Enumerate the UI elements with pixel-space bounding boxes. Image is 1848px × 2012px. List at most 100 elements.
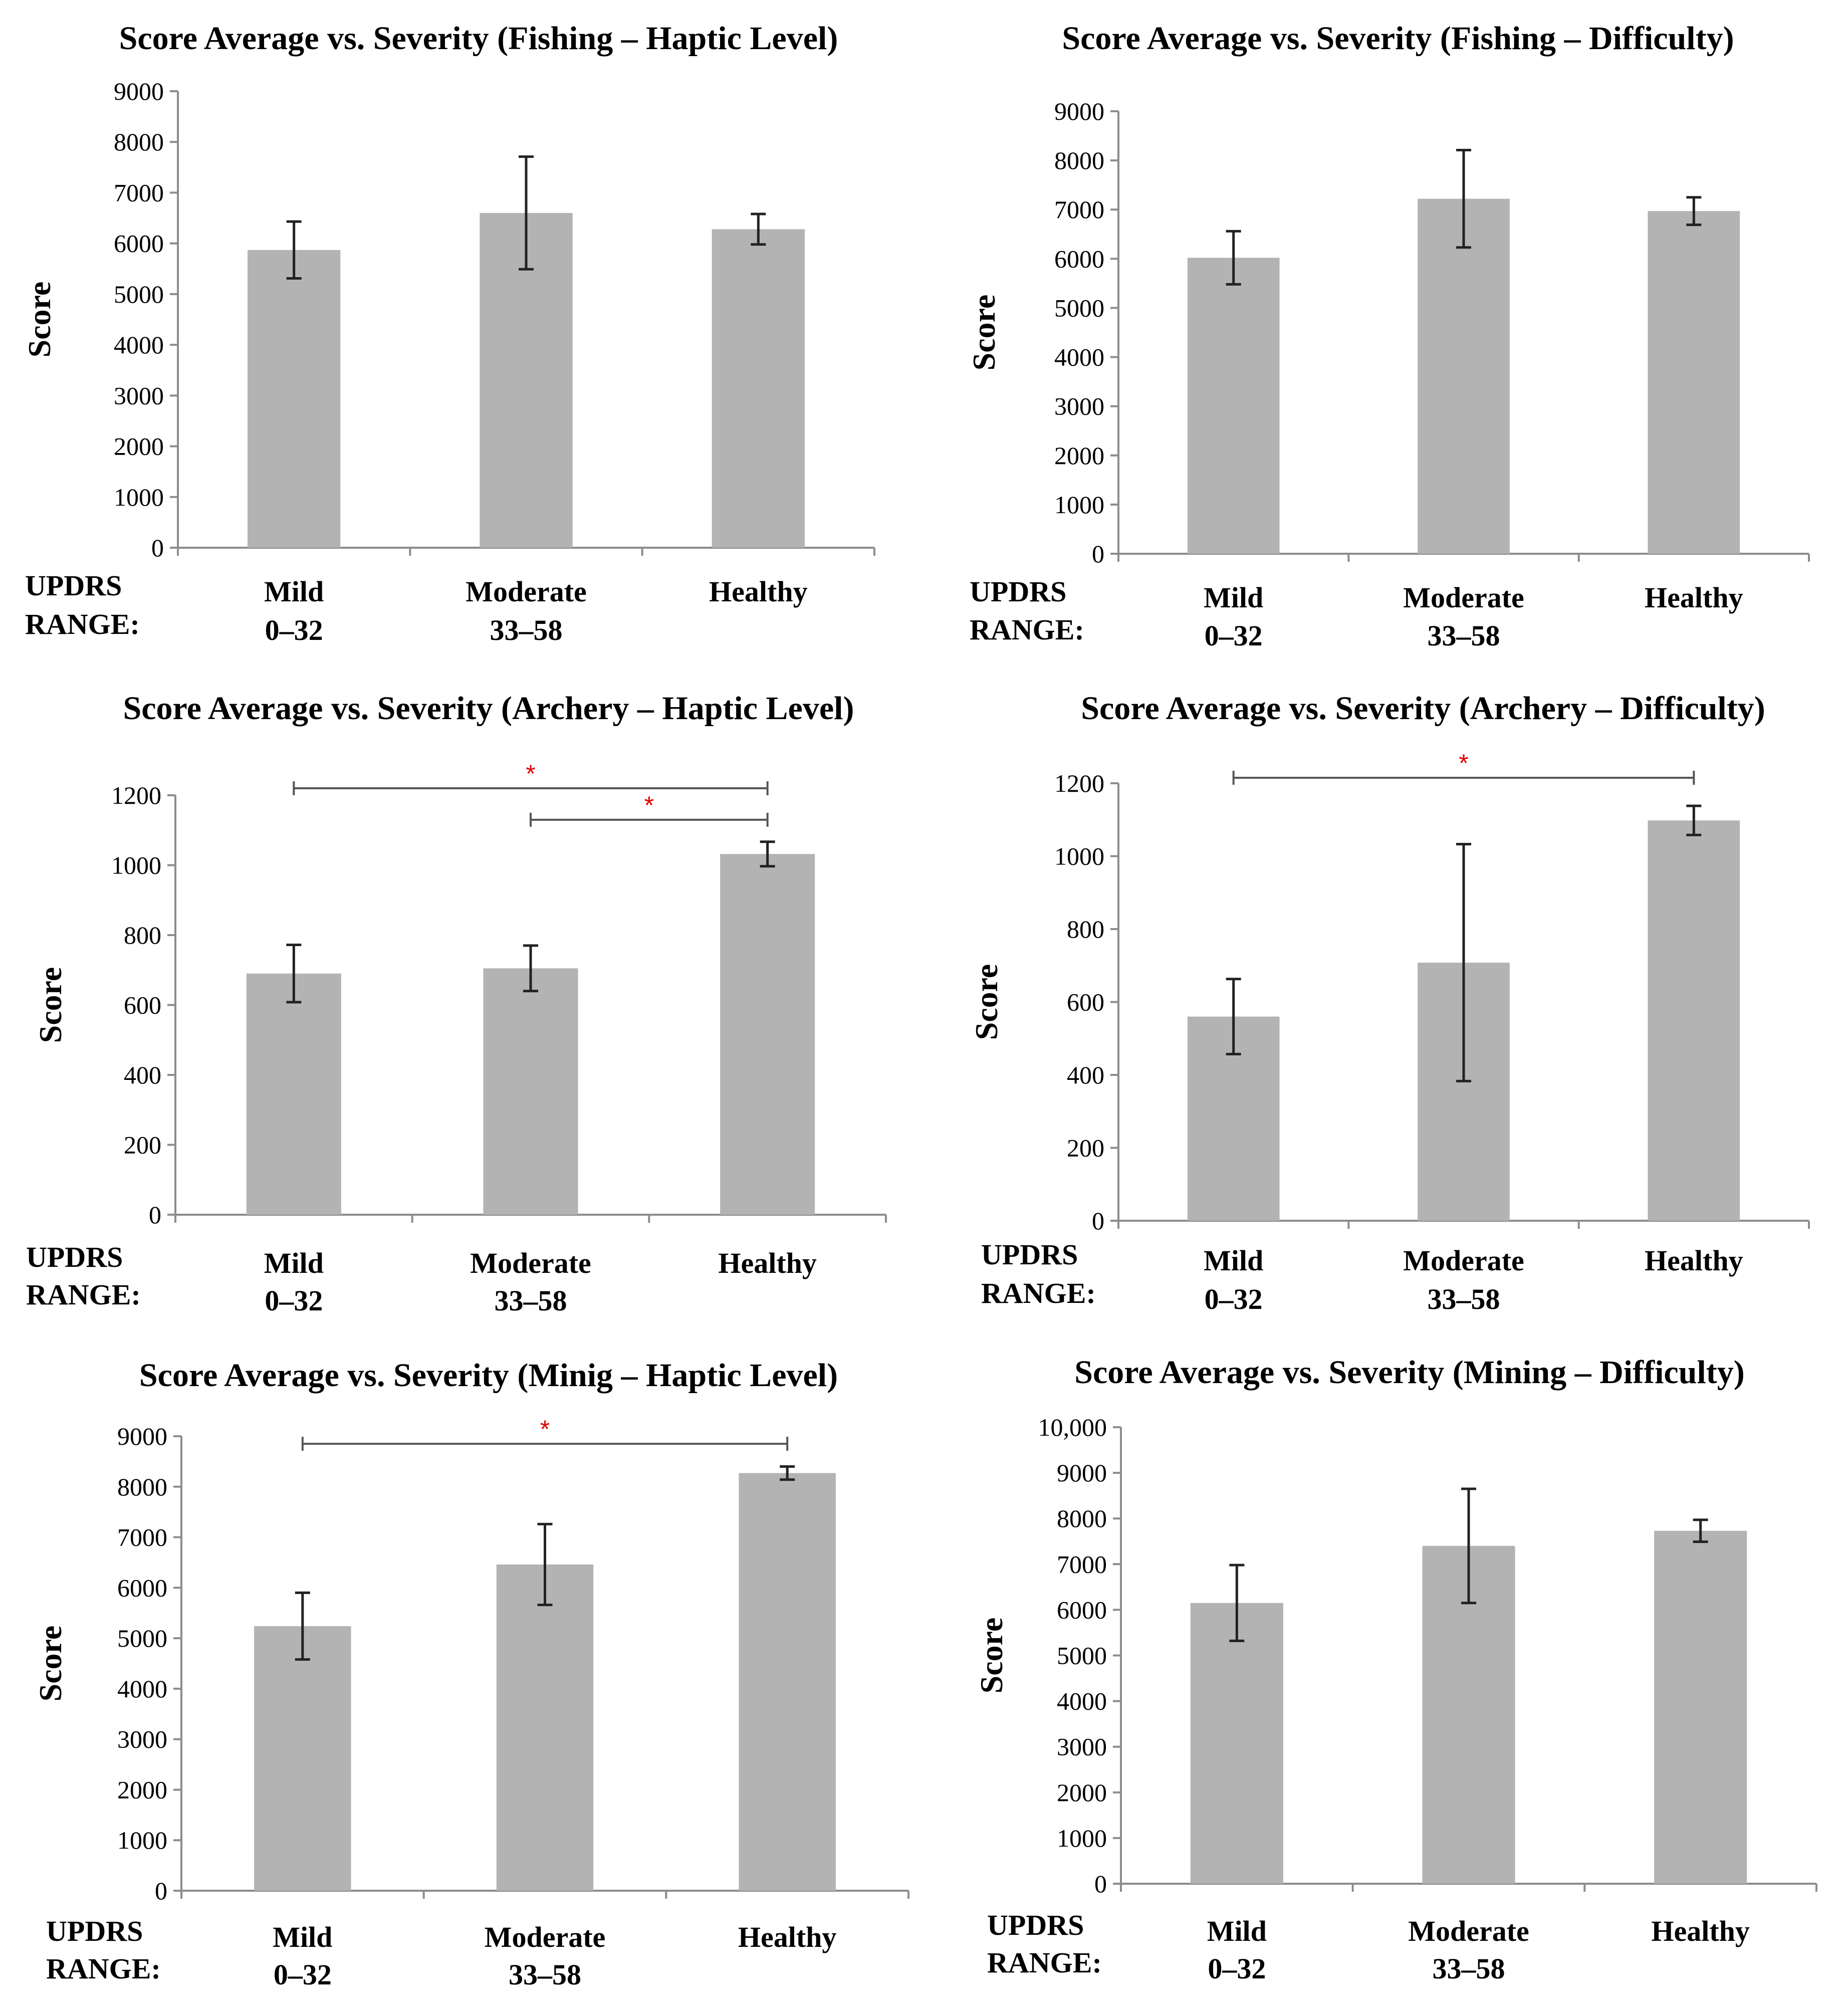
y-tick-label: 6000 [1054,245,1104,273]
y-tick-label: 6000 [114,230,164,258]
chart-panel-6: Score Average vs. Severity (Mining – Dif… [974,1354,1817,1985]
bar-mild [254,1626,351,1891]
y-tick-label: 9000 [114,77,164,105]
category-label: Mild [273,1921,332,1953]
category-label: Healthy [1645,1244,1743,1277]
chart-title: Score Average vs. Severity (Archery – Ha… [123,690,854,727]
chart-panel-5: Score Average vs. Severity (Minig – Hapt… [33,1357,909,1991]
y-axis-label: Score [966,295,1002,371]
y-tick-label: 2000 [1054,441,1104,470]
category-label: Moderate [1408,1915,1529,1947]
y-tick-label: 4000 [1054,343,1104,371]
y-tick-label: 1000 [111,851,161,879]
category-label: Healthy [718,1247,817,1279]
y-tick-label: 3000 [1057,1733,1107,1761]
y-tick-label: 8000 [117,1473,167,1501]
bar-healthy [712,229,805,548]
chart-title: Score Average vs. Severity (Minig – Hapt… [139,1357,838,1394]
y-tick-label: 2000 [114,432,164,461]
y-tick-label: 10,000 [1038,1413,1107,1441]
y-tick-label: 8000 [1054,146,1104,174]
category-label: Moderate [485,1921,606,1953]
category-label: Healthy [1651,1915,1750,1947]
category-label: Healthy [738,1921,837,1953]
y-tick-label: 0 [1092,540,1104,568]
y-tick-label: 0 [155,1877,167,1905]
bar-moderate [496,1564,594,1891]
category-label: Moderate [1403,1244,1524,1277]
category-range-label: 0–32 [274,1958,332,1991]
y-tick-label: 0 [1094,1870,1107,1898]
y-tick-label: 7000 [1057,1550,1107,1578]
y-tick-label: 800 [124,921,161,949]
y-tick-label: 5000 [114,280,164,308]
y-axis-label: Score [33,967,68,1043]
category-label: Moderate [466,575,587,608]
significance-star: * [1459,749,1468,777]
category-range-label: 33–58 [1428,1283,1500,1315]
y-tick-label: 1000 [1054,842,1104,870]
category-label: Healthy [709,575,808,608]
y-tick-label: 1000 [114,483,164,511]
category-label: Healthy [1645,581,1743,614]
y-tick-label: 4000 [114,331,164,359]
y-axis-label: Score [969,964,1004,1040]
category-label: Mild [1204,581,1263,614]
category-range-label: 0–32 [1208,1952,1266,1985]
y-tick-label: 7000 [117,1523,167,1551]
y-tick-label: 9000 [117,1422,167,1450]
y-tick-label: 800 [1067,915,1104,943]
y-tick-label: 6000 [1057,1596,1107,1624]
chart-panel-2: Score Average vs. Severity (Fishing – Di… [966,20,1810,652]
y-axis-label: Score [22,282,57,358]
category-label: Mild [264,1247,324,1279]
y-tick-label: 400 [124,1061,161,1089]
y-tick-label: 2000 [1057,1778,1107,1807]
bar-moderate [483,968,578,1215]
bar-mild [248,250,341,548]
y-tick-label: 4000 [117,1675,167,1703]
y-tick-label: 7000 [1054,195,1104,223]
category-label: Mild [1204,1244,1263,1277]
chart-panel-1: Score Average vs. Severity (Fishing – Ha… [22,20,875,646]
y-tick-label: 2000 [117,1775,167,1804]
y-tick-label: 5000 [1057,1642,1107,1670]
significance-star: * [644,791,654,819]
bar-healthy [720,854,815,1215]
category-range-label: 33–58 [1428,619,1500,652]
y-tick-label: 1200 [1054,769,1104,797]
chart-panel-3: Score Average vs. Severity (Archery – Ha… [26,690,887,1317]
y-tick-label: 0 [149,1201,161,1229]
range-label: RANGE: [46,1952,161,1985]
y-tick-label: 6000 [117,1574,167,1602]
chart-title: Score Average vs. Severity (Fishing – Ha… [119,20,838,57]
chart-title: Score Average vs. Severity (Fishing – Di… [1062,20,1734,57]
y-tick-label: 200 [1067,1134,1104,1162]
y-tick-label: 8000 [114,128,164,156]
bar-healthy [1648,211,1740,554]
y-tick-label: 3000 [114,381,164,409]
y-tick-label: 600 [124,991,161,1019]
y-tick-label: 5000 [117,1624,167,1652]
y-tick-label: 8000 [1057,1504,1107,1532]
category-range-label: 33–58 [495,1284,567,1317]
y-tick-label: 7000 [114,178,164,206]
range-label: RANGE: [25,608,140,640]
bar-mild [1190,1603,1283,1884]
y-tick-label: 1200 [111,781,161,809]
y-tick-label: 1000 [1054,491,1104,519]
category-range-label: 0–32 [265,614,323,646]
updrs-label: UPDRS [981,1238,1078,1271]
category-range-label: 0–32 [265,1284,323,1317]
y-tick-label: 0 [151,534,164,562]
bar-mild [246,973,341,1215]
updrs-label: UPDRS [25,569,122,602]
bar-mild [1187,258,1280,554]
y-axis-label: Score [974,1618,1009,1694]
significance-star: * [526,760,535,788]
range-label: RANGE: [987,1946,1102,1979]
y-axis-label: Score [33,1626,68,1702]
y-tick-label: 400 [1067,1061,1104,1089]
y-tick-label: 3000 [117,1725,167,1753]
